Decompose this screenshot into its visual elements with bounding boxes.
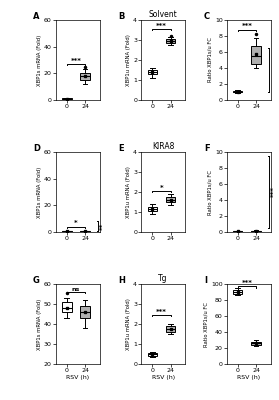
Text: ***: *** xyxy=(241,280,252,286)
PathPatch shape xyxy=(62,302,71,312)
PathPatch shape xyxy=(251,46,261,64)
PathPatch shape xyxy=(80,73,90,80)
PathPatch shape xyxy=(251,231,261,232)
PathPatch shape xyxy=(148,70,157,74)
PathPatch shape xyxy=(233,231,242,232)
Text: *: * xyxy=(74,220,78,226)
Text: C: C xyxy=(204,12,210,21)
Title: KIRA8: KIRA8 xyxy=(152,142,174,151)
Text: ***: *** xyxy=(71,58,81,64)
X-axis label: RSV (h): RSV (h) xyxy=(66,374,89,380)
PathPatch shape xyxy=(148,207,157,211)
PathPatch shape xyxy=(62,231,71,232)
Text: *: * xyxy=(160,184,163,190)
Text: E: E xyxy=(119,144,124,153)
Text: ***: *** xyxy=(156,308,167,314)
Y-axis label: Ratio XBP1s/u FC: Ratio XBP1s/u FC xyxy=(208,38,213,82)
PathPatch shape xyxy=(80,231,90,232)
Text: ***: *** xyxy=(270,186,276,198)
Text: ***: *** xyxy=(241,23,252,29)
PathPatch shape xyxy=(62,98,71,99)
PathPatch shape xyxy=(80,306,90,318)
X-axis label: RSV (h): RSV (h) xyxy=(237,374,260,380)
PathPatch shape xyxy=(166,39,175,43)
Text: B: B xyxy=(119,12,125,21)
Text: F: F xyxy=(204,144,210,153)
PathPatch shape xyxy=(233,91,242,92)
Y-axis label: Ratio XBP1s/u FC: Ratio XBP1s/u FC xyxy=(204,302,209,346)
Text: ***: *** xyxy=(156,22,167,28)
Y-axis label: Ratio XBP1s/u FC: Ratio XBP1s/u FC xyxy=(208,170,213,214)
Y-axis label: XBP1u mRNA (Fold): XBP1u mRNA (Fold) xyxy=(126,166,131,218)
Text: **: ** xyxy=(99,222,105,230)
Y-axis label: XBP1u mRNA (Fold): XBP1u mRNA (Fold) xyxy=(126,298,131,350)
PathPatch shape xyxy=(166,197,175,202)
Text: G: G xyxy=(33,276,40,285)
Text: A: A xyxy=(33,12,40,21)
PathPatch shape xyxy=(166,326,175,332)
Y-axis label: XBP1s mRNA (Fold): XBP1s mRNA (Fold) xyxy=(37,166,42,218)
PathPatch shape xyxy=(148,353,157,356)
Text: D: D xyxy=(33,144,40,153)
Y-axis label: XBP1u mRNA (Fold): XBP1u mRNA (Fold) xyxy=(126,34,131,86)
Text: H: H xyxy=(119,276,125,285)
Text: ns: ns xyxy=(72,286,80,292)
X-axis label: RSV (h): RSV (h) xyxy=(152,374,175,380)
Title: Tg: Tg xyxy=(158,274,168,283)
PathPatch shape xyxy=(251,342,261,345)
PathPatch shape xyxy=(233,290,242,294)
Text: I: I xyxy=(204,276,207,285)
Y-axis label: XBP1s mRNA (Fold): XBP1s mRNA (Fold) xyxy=(37,34,42,86)
Y-axis label: XBP1s mRNA (Fold): XBP1s mRNA (Fold) xyxy=(37,298,42,350)
Title: Solvent: Solvent xyxy=(149,10,178,19)
